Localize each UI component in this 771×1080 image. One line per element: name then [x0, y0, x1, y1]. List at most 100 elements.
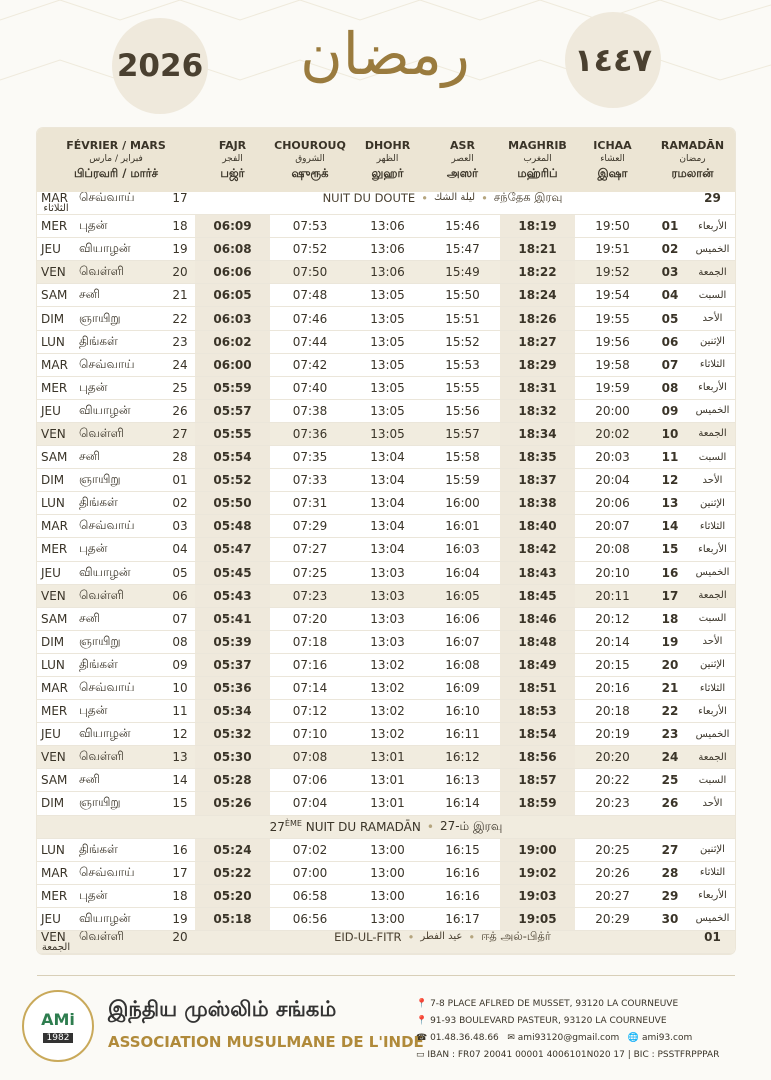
date: 15: [172, 796, 188, 811]
dhohr: 13:05: [370, 334, 405, 349]
date: 14: [172, 773, 188, 788]
maghrib: 18:34: [500, 422, 575, 446]
dhohr: 13:05: [370, 357, 405, 372]
dhohr: 13:01: [370, 750, 405, 765]
website[interactable]: ami93.com: [641, 1033, 693, 1043]
ichaa: 19:59: [595, 380, 630, 395]
fajr: 05:47: [195, 538, 270, 561]
year-badge: 2026: [112, 18, 208, 114]
chourouq: 07:10: [292, 727, 328, 742]
asr: 15:51: [445, 311, 480, 326]
date: 21: [172, 288, 188, 303]
ichaa: 20:29: [595, 911, 630, 926]
fajr: 06:02: [195, 330, 270, 353]
ramadan: 15: [661, 542, 679, 557]
day-ta: சனி: [79, 772, 100, 787]
day-ta: செவ்வாய்: [79, 192, 135, 204]
fajr: 05:41: [195, 607, 270, 630]
day-fr: LUN: [41, 657, 65, 672]
day-ar: الجمعة: [698, 266, 727, 278]
separator-dot: •: [426, 819, 434, 834]
day-fr: SAM: [41, 450, 68, 465]
maghrib: 18:19: [500, 215, 575, 238]
chourouq: 07:33: [292, 473, 328, 488]
date: 10: [172, 681, 188, 696]
email[interactable]: ami93120@gmail.com: [517, 1033, 620, 1043]
asr: 15:55: [445, 380, 480, 395]
day-ta: புதன்: [79, 218, 108, 233]
ichaa: 20:12: [595, 611, 630, 626]
header-ta: லுஹர்: [371, 165, 404, 180]
iban: ▭ IBAN : FR07 20041 00001 4006101N020 17…: [416, 1050, 720, 1060]
ichaa: 20:22: [595, 773, 630, 788]
dhohr: 13:04: [370, 473, 405, 488]
day-ar: الثلاثاء: [699, 682, 726, 694]
ichaa: 20:10: [595, 565, 630, 580]
address-2: 📍 91-93 BOULEVARD PASTEUR, 93120 LA COUR…: [416, 1016, 667, 1026]
day-ar: الثلاثاء: [699, 867, 726, 879]
date: 12: [172, 727, 188, 742]
chourouq: 07:18: [292, 634, 328, 649]
dhohr: 13:02: [370, 727, 405, 742]
ramadan: 16: [661, 565, 679, 580]
dhohr: 13:03: [370, 634, 405, 649]
day-fr: VEN: [41, 265, 66, 280]
maghrib: 18:59: [500, 792, 575, 815]
day-ta: புதன்: [79, 379, 108, 394]
header-row: FÉVRIER / MARS فبراير / مارس பிப்ரவரி / மா…: [37, 128, 735, 192]
dhohr: 13:05: [370, 311, 405, 326]
day-ta: திங்கள்: [79, 333, 118, 348]
day-row: MER புதன் 04 05:47 07:27 13:04 16:03 18:42 20:08…: [37, 538, 735, 562]
day-ta: சனி: [79, 287, 100, 302]
day-row: JEU வியாழன் 12 05:32 07:10 13:02 16:11 18:54 20:…: [37, 723, 735, 747]
dhohr: 13:00: [370, 911, 405, 926]
day-ar: السبت: [698, 289, 727, 301]
header-fr: FÉVRIER / MARS: [66, 138, 166, 152]
ramadan: 08: [661, 380, 679, 395]
date: 27: [172, 426, 188, 441]
maghrib: 18:22: [500, 261, 575, 284]
maghrib: 18:40: [500, 515, 575, 538]
header-cell: ASR العصر அஸர்: [425, 128, 500, 192]
ichaa: 20:15: [595, 657, 630, 672]
day-fr: DIM: [41, 311, 65, 326]
day-row: JEU வியாழன் 19 06:08 07:52 13:06 15:47 18:21 19:…: [37, 238, 735, 262]
header-fr: ASR: [450, 138, 475, 152]
special-row: VEN வெள்ளி 20 EID-UL-FITR • عيد الفطر • ஈத் அல்…: [37, 931, 735, 955]
day-row: LUN திங்கள் 16 05:24 07:02 13:00 16:15 19:00 20:…: [37, 838, 735, 862]
dhohr: 13:00: [370, 865, 405, 880]
day-fr: SAM: [41, 288, 68, 303]
header-ta: பஜ்ர்: [220, 165, 245, 180]
ramadan: 13: [661, 496, 679, 511]
asr: 15:53: [445, 357, 480, 372]
ichaa: 20:02: [595, 426, 630, 441]
header-ta: மஹ்ரிப்: [517, 165, 558, 180]
asr: 15:47: [445, 242, 480, 257]
day-ta: செவ்வாய்: [79, 518, 135, 533]
maghrib: 18:31: [500, 376, 575, 399]
logo-acronym: AMi: [41, 1009, 75, 1029]
day-ar: السبت: [698, 613, 727, 625]
day-ar: الأربعاء: [698, 220, 727, 232]
note-suffix: ÈME: [284, 819, 302, 829]
chourouq: 07:16: [292, 657, 328, 672]
ichaa: 19:54: [595, 288, 630, 303]
header-ta: இஷா: [597, 165, 628, 180]
day-row: MAR செவ்வாய் 03 05:48 07:29 13:04 16:01 18:40 20…: [37, 515, 735, 539]
day-fr: DIM: [41, 473, 65, 488]
ramadan: 12: [661, 473, 679, 488]
dhohr: 13:01: [370, 796, 405, 811]
day-fr: MAR: [41, 519, 68, 534]
ichaa: 20:14: [595, 634, 630, 649]
asr: 16:05: [445, 588, 480, 603]
day-row: SAM சனி 14 05:28 07:06 13:01 16:13 18:57 20:22 25…: [37, 769, 735, 793]
day-ar: الأحد: [702, 636, 723, 648]
fajr: 05:55: [195, 422, 270, 446]
day-ar: الثلاثاء: [699, 520, 726, 532]
maghrib: 18:51: [500, 676, 575, 700]
day-row: MER புதன் 11 05:34 07:12 13:02 16:10 18:53 20:18…: [37, 700, 735, 724]
address-1: 📍 7-8 PLACE AFLRED DE MUSSET, 93120 LA C…: [416, 999, 679, 1009]
header-ar: الشروق: [295, 153, 325, 164]
day-ta: வெள்ளி: [79, 749, 124, 764]
